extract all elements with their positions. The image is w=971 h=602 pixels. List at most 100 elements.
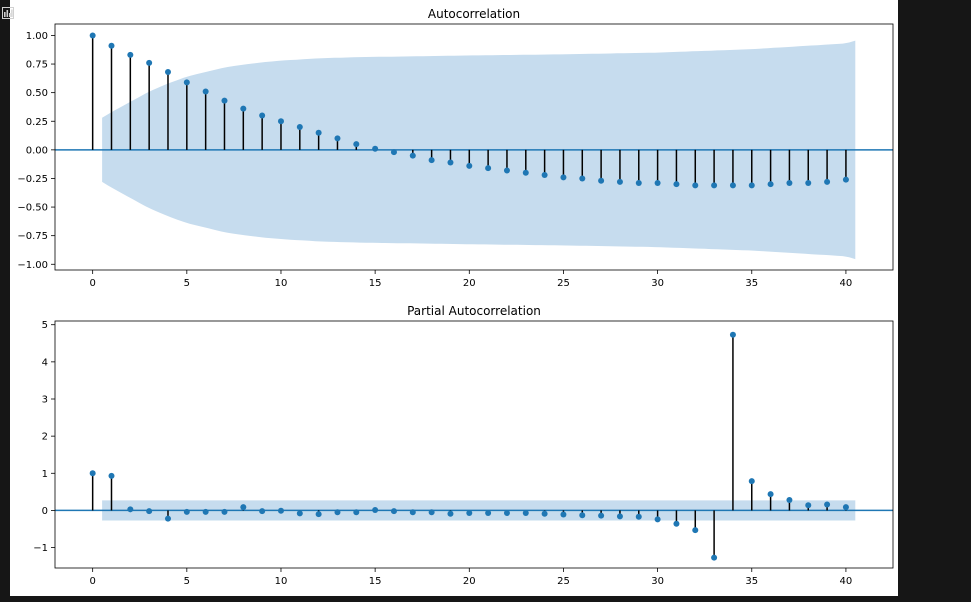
data-point bbox=[259, 112, 266, 119]
data-point bbox=[503, 510, 510, 517]
data-point bbox=[164, 515, 171, 522]
data-point bbox=[522, 169, 529, 176]
data-point bbox=[842, 176, 849, 183]
data-point bbox=[108, 42, 115, 49]
y-tick-label: 3 bbox=[42, 395, 48, 406]
data-point bbox=[202, 88, 209, 95]
data-point bbox=[842, 504, 849, 511]
data-point bbox=[353, 141, 360, 148]
data-point bbox=[409, 509, 416, 516]
data-point bbox=[221, 97, 228, 104]
data-point bbox=[372, 507, 379, 514]
data-point bbox=[635, 180, 642, 187]
data-point bbox=[447, 159, 454, 166]
data-point bbox=[786, 180, 793, 187]
data-point bbox=[560, 511, 567, 518]
x-tick-label: 0 bbox=[89, 278, 95, 289]
x-tick-label: 30 bbox=[651, 576, 664, 587]
x-tick-label: 10 bbox=[275, 278, 288, 289]
data-point bbox=[711, 554, 718, 561]
data-point bbox=[767, 181, 774, 188]
x-tick-label: 35 bbox=[745, 576, 758, 587]
chart-acf: 0 5 10 15 20 25 30 35 40 −1.00 −0.75 −0.50 −0.25 0.00… bbox=[17, 7, 894, 289]
plot-frame bbox=[54, 320, 894, 569]
data-point bbox=[579, 512, 586, 519]
y-tick-label: 0.75 bbox=[26, 60, 48, 71]
data-point bbox=[503, 167, 510, 174]
data-point bbox=[805, 180, 812, 187]
data-point bbox=[466, 510, 473, 517]
bar-chart-icon[interactable] bbox=[2, 4, 14, 23]
data-point bbox=[447, 510, 454, 517]
chart-title: Partial Autocorrelation bbox=[407, 304, 541, 318]
y-tick-label: 5 bbox=[42, 320, 48, 331]
x-tick-label: 30 bbox=[651, 278, 664, 289]
data-point bbox=[146, 508, 153, 515]
data-point bbox=[428, 509, 435, 516]
x-tick-label: 15 bbox=[369, 576, 382, 587]
data-point bbox=[202, 508, 209, 515]
data-point bbox=[654, 516, 661, 523]
y-tick-label: −1.00 bbox=[17, 260, 48, 271]
data-point bbox=[277, 118, 284, 125]
x-tick-label: 0 bbox=[89, 576, 95, 587]
chart-pacf: 0 5 10 15 20 25 30 35 40 −1 0 1 2 3 4 5 Partial Autocorr… bbox=[33, 304, 894, 587]
data-point bbox=[296, 123, 303, 130]
data-point bbox=[259, 508, 266, 515]
data-point bbox=[692, 527, 699, 534]
data-point bbox=[711, 182, 718, 189]
data-point bbox=[183, 508, 190, 515]
x-tick-label: 5 bbox=[184, 576, 190, 587]
data-point bbox=[824, 501, 831, 508]
y-tick-label: −1 bbox=[33, 543, 48, 554]
data-point bbox=[522, 510, 529, 517]
x-tick-label: 25 bbox=[557, 576, 570, 587]
y-tick-label: −0.50 bbox=[17, 203, 48, 214]
data-point bbox=[108, 472, 115, 479]
data-point bbox=[616, 513, 623, 520]
data-point bbox=[334, 509, 341, 516]
data-point bbox=[748, 478, 755, 485]
x-tick-label: 20 bbox=[463, 576, 476, 587]
data-point bbox=[390, 149, 397, 156]
figure-svg: 0 5 10 15 20 25 30 35 40−1.00−0.75−0.50−0.250.00… bbox=[17, 7, 894, 587]
data-point bbox=[616, 178, 623, 185]
y-tick-label: −0.25 bbox=[17, 174, 48, 185]
data-point bbox=[146, 59, 153, 66]
data-point bbox=[560, 174, 567, 181]
data-point bbox=[240, 105, 247, 112]
data-point bbox=[409, 152, 416, 159]
data-point bbox=[598, 177, 605, 184]
y-tick-label: −0.75 bbox=[17, 231, 48, 242]
y-tick-label: 0.25 bbox=[26, 117, 48, 128]
data-point bbox=[654, 180, 661, 187]
data-point bbox=[598, 512, 605, 519]
x-tick-label: 40 bbox=[840, 576, 853, 587]
data-point bbox=[692, 182, 699, 189]
y-tick-label: 0.00 bbox=[26, 145, 48, 156]
data-point bbox=[183, 79, 190, 86]
data-point bbox=[127, 506, 134, 513]
data-point bbox=[353, 509, 360, 516]
data-point bbox=[164, 69, 171, 76]
data-point bbox=[315, 511, 322, 518]
data-point bbox=[334, 135, 341, 142]
y-tick-label: 0 bbox=[42, 506, 48, 517]
y-tick-label: 0.50 bbox=[26, 88, 48, 99]
data-point bbox=[485, 510, 492, 517]
chart-title: Autocorrelation bbox=[428, 7, 520, 21]
figure-canvas: 0 5 10 15 20 25 30 35 40 −1.00 −0.75 −0.50 −0.25 0.00… bbox=[10, 0, 898, 596]
y-tick-label: 1.00 bbox=[26, 31, 48, 42]
data-point bbox=[805, 502, 812, 509]
data-point bbox=[390, 508, 397, 515]
data-point bbox=[485, 165, 492, 172]
plot-frame bbox=[54, 23, 894, 271]
data-point bbox=[89, 470, 96, 477]
x-tick-label: 20 bbox=[463, 278, 476, 289]
y-tick-label: 1 bbox=[42, 469, 48, 480]
data-point bbox=[372, 145, 379, 152]
data-point bbox=[89, 32, 96, 39]
y-tick-label: 2 bbox=[42, 432, 48, 443]
data-point bbox=[541, 172, 548, 179]
data-point bbox=[579, 175, 586, 182]
